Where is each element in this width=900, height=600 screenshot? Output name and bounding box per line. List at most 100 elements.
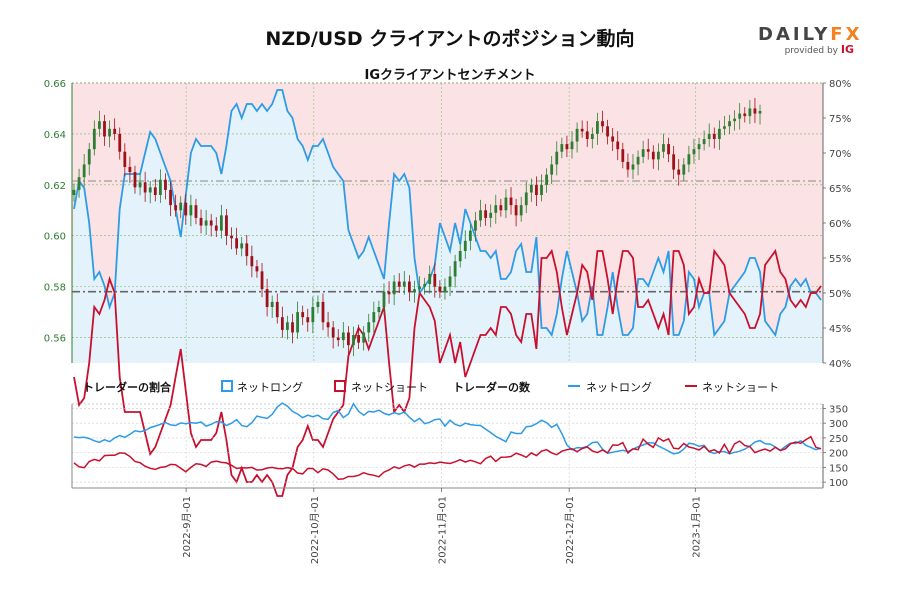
pct-tick-label: 45% (829, 324, 851, 335)
candle-body (540, 184, 543, 195)
candle-body (296, 312, 299, 333)
pct-tick-label: 50% (829, 289, 851, 300)
candle-body (418, 286, 421, 290)
candle-body (463, 240, 467, 251)
candle-body (230, 235, 233, 239)
candle-body (550, 164, 554, 175)
price-tick-label: 0.60 (44, 232, 66, 243)
candle-body (402, 281, 406, 287)
candle-body (702, 139, 706, 145)
candle-body (72, 189, 76, 195)
candle-body (672, 154, 676, 170)
legend-count-long: ネットロング (586, 380, 652, 394)
candle-body (636, 156, 640, 165)
price-tick-label: 0.64 (44, 130, 66, 141)
candle-body (270, 301, 274, 307)
date-tick-label: 2022-12月-01 (564, 496, 576, 564)
candle-body (748, 108, 752, 117)
candle-body (743, 113, 747, 117)
candle-body (77, 177, 81, 190)
candle-body (123, 151, 127, 167)
candle-body (321, 301, 325, 323)
candle-body (286, 322, 289, 330)
candle-body (758, 111, 762, 114)
candle-body (209, 220, 213, 226)
candle-body (443, 286, 447, 292)
candle-body (580, 128, 584, 132)
candle-body (357, 335, 360, 343)
price-tick-label: 0.58 (44, 283, 66, 294)
candle-body (601, 121, 604, 127)
candle-body (113, 128, 117, 134)
logo-daily: DAILY (758, 24, 831, 45)
candle-body (306, 317, 310, 323)
candle-body (87, 149, 91, 165)
candle-body (560, 144, 564, 152)
count-tick-label: 200 (829, 449, 848, 460)
candle-body (280, 317, 284, 330)
candle-body (489, 212, 493, 218)
candle-body (235, 238, 239, 249)
date-tick-label: 2023-1月-01 (690, 496, 702, 558)
candle-body (108, 128, 111, 137)
candle-body (596, 121, 599, 134)
candle-body (733, 118, 737, 122)
candle-body (631, 164, 635, 170)
candle-body (438, 286, 442, 292)
candle-body (524, 192, 528, 206)
count-tick-label: 350 (829, 404, 848, 415)
candle-body (204, 220, 208, 226)
candle-body (326, 322, 330, 328)
candle-body (331, 327, 335, 338)
pct-tick-label: 70% (829, 149, 851, 160)
candle-body (484, 210, 488, 218)
candle-body (118, 133, 122, 152)
net-short-traders-line (73, 435, 822, 480)
candle-body (687, 154, 691, 165)
candle-body (336, 337, 340, 341)
candle-body (428, 273, 432, 285)
candle-body (143, 182, 147, 193)
candle-body (133, 172, 137, 188)
candle-body (753, 108, 757, 114)
candle-body (362, 332, 366, 343)
candle-body (265, 289, 269, 307)
chart-title: NZD/USD クライアントのポジション動向 (265, 28, 635, 50)
candle-body (479, 210, 482, 221)
pct-tick-label: 60% (829, 219, 851, 230)
candle-body (153, 187, 157, 195)
candle-body (275, 301, 279, 318)
candle-body (250, 256, 254, 267)
date-tick-label: 2022-11月-01 (436, 496, 448, 564)
pct-tick-label: 75% (829, 114, 851, 125)
pct-tick-label: 80% (829, 79, 851, 90)
candle-body (682, 164, 686, 175)
candle-body (474, 220, 477, 231)
candle-body (240, 243, 244, 249)
candle-body (433, 273, 437, 287)
candle-body (453, 261, 457, 277)
candle-body (677, 169, 681, 175)
candle-body (606, 126, 609, 137)
candle-body (92, 128, 96, 150)
legend-pct-long: ネットロング (237, 380, 303, 394)
candle-body (565, 144, 569, 150)
candle-body (697, 144, 701, 150)
candle-body (382, 291, 386, 307)
logo-provided-text: provided by (784, 46, 838, 56)
candle-body (707, 133, 711, 139)
chart-subtitle: IGクライアントセンチメント (364, 68, 536, 83)
logo-wordmark: DAILYFX (758, 24, 868, 45)
candle-body (184, 202, 188, 216)
candle-body (494, 205, 498, 213)
candle-body (535, 184, 538, 195)
candle-body (692, 149, 696, 155)
price-tick-label: 0.66 (44, 79, 66, 90)
candle-body (387, 291, 391, 295)
candle-body (291, 322, 294, 333)
candle-body (616, 141, 620, 150)
candle-body (504, 197, 508, 211)
candle-body (164, 179, 167, 190)
dailyfx-logo: DAILYFX provided by IG (758, 24, 868, 56)
